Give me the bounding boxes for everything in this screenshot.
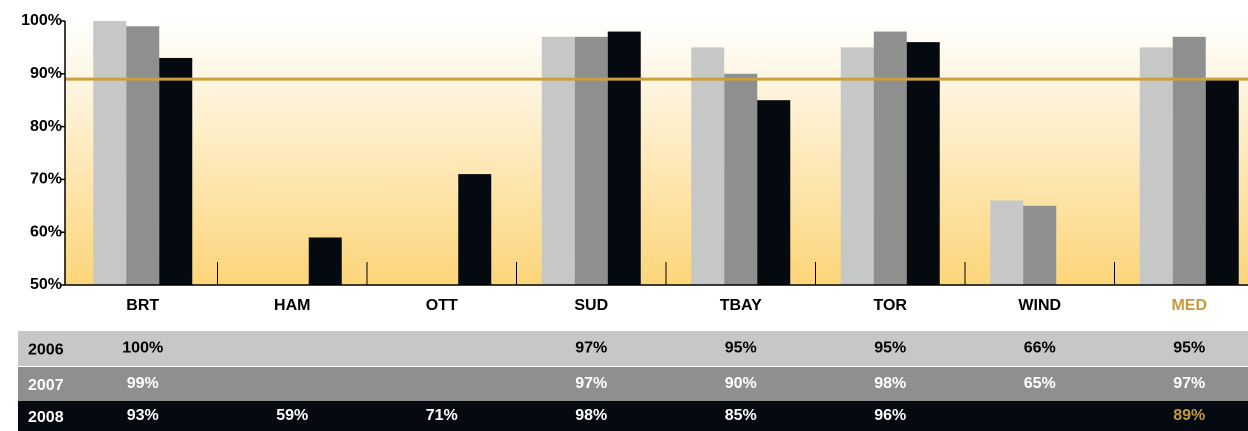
data-label: 71% xyxy=(426,407,458,424)
bar xyxy=(159,57,193,286)
y-tick-label: 50% xyxy=(30,276,62,293)
data-label: 99% xyxy=(127,375,159,392)
y-tick-label: 70% xyxy=(30,171,62,188)
y-tick-label: 90% xyxy=(30,65,62,82)
data-label: 59% xyxy=(276,407,308,424)
bar xyxy=(906,42,940,286)
data-label: 98% xyxy=(575,407,607,424)
bar xyxy=(1023,205,1057,285)
bar xyxy=(757,100,791,285)
x-tick-label: SUD xyxy=(574,297,608,314)
y-tick-label: 60% xyxy=(30,223,62,240)
x-tick-label: BRT xyxy=(126,297,159,314)
bar xyxy=(458,174,492,285)
bar xyxy=(1172,36,1206,286)
data-label: 90% xyxy=(725,375,757,392)
bar xyxy=(873,31,907,286)
bar xyxy=(840,47,874,286)
table-row xyxy=(18,401,1248,431)
data-label: 98% xyxy=(874,375,906,392)
data-label: 97% xyxy=(1173,375,1205,392)
row-label: 2006 xyxy=(28,342,64,359)
data-label: 97% xyxy=(575,340,607,357)
bar xyxy=(990,200,1024,285)
y-tick-label: 80% xyxy=(30,118,62,135)
x-tick-label: MED xyxy=(1171,297,1207,314)
x-tick-label: HAM xyxy=(274,297,310,314)
bar xyxy=(126,26,160,286)
x-tick-label: OTT xyxy=(426,297,458,314)
table-row xyxy=(18,367,1248,401)
bar xyxy=(93,21,127,285)
bar xyxy=(1205,79,1239,285)
x-tick-label: TBAY xyxy=(720,297,762,314)
bar xyxy=(1139,47,1173,286)
bar xyxy=(308,237,342,285)
bar xyxy=(574,36,608,286)
data-label: 85% xyxy=(725,407,757,424)
data-label: 65% xyxy=(1024,375,1056,392)
plot-background xyxy=(65,21,1248,285)
data-label: 95% xyxy=(725,340,757,357)
table-row xyxy=(18,331,1248,366)
x-tick-label: WIND xyxy=(1018,297,1061,314)
y-tick-label: 100% xyxy=(21,12,62,29)
bar xyxy=(724,73,758,285)
data-label: 96% xyxy=(874,407,906,424)
data-label: 100% xyxy=(122,340,163,357)
row-label: 2007 xyxy=(28,377,64,394)
row-label: 2008 xyxy=(28,409,64,426)
x-tick-label: TOR xyxy=(874,297,908,314)
data-label: 93% xyxy=(127,407,159,424)
bar xyxy=(607,31,641,286)
bar xyxy=(541,36,575,286)
data-label: 66% xyxy=(1024,340,1056,357)
data-label: 97% xyxy=(575,375,607,392)
data-label: 95% xyxy=(1173,340,1205,357)
data-label: 89% xyxy=(1173,407,1205,424)
bar xyxy=(691,47,725,286)
data-label: 95% xyxy=(874,340,906,357)
